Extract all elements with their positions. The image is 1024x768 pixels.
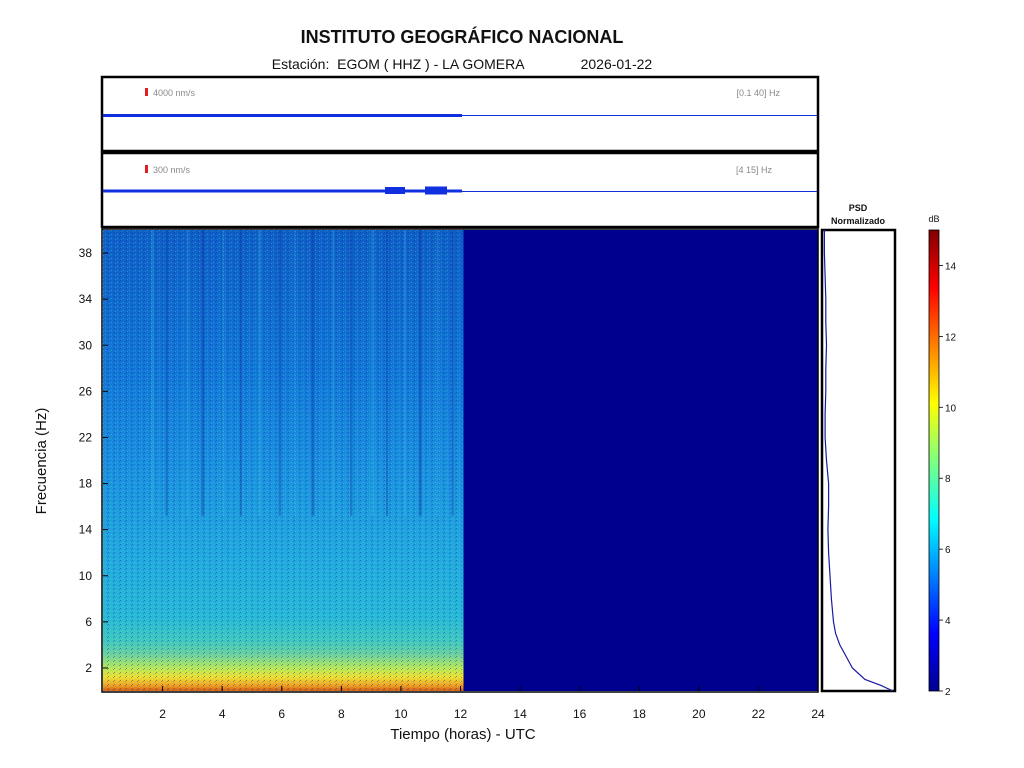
chart-subtitle: Estación: EGOM ( HHZ ) - LA GOMERA 2026-0… xyxy=(0,56,924,72)
x-tick-label: 22 xyxy=(752,707,766,721)
colorbar-tick-label: 12 xyxy=(945,332,957,343)
colorbar-tick-label: 8 xyxy=(945,474,951,485)
spectrogram-texture xyxy=(103,230,462,691)
y-tick-label: 38 xyxy=(79,246,93,260)
x-axis-ticks: 2 4 6 8 10 12 14 16 18 20 22 24 xyxy=(159,686,825,721)
x-tick-label: 14 xyxy=(513,707,527,721)
spectrogram-stripe xyxy=(451,230,454,516)
spectrogram-stripe xyxy=(222,230,225,516)
y-tick-label: 6 xyxy=(85,615,92,629)
y-tick-label: 26 xyxy=(79,384,93,398)
trace-2-scale-marker xyxy=(145,165,148,173)
spectrogram-stripe xyxy=(418,230,422,516)
trace-2-band-label: [4 15] Hz xyxy=(736,165,773,175)
colorbar-unit-label: dB xyxy=(928,214,939,224)
spectrogram-stripe xyxy=(293,230,296,516)
y-tick-label: 2 xyxy=(85,661,92,675)
date-label: 2026-01-22 xyxy=(580,56,653,72)
x-axis-label: Tiempo (horas) - UTC xyxy=(390,726,535,743)
spectrogram-stripe xyxy=(386,230,388,516)
spectrogram-stripe xyxy=(240,230,242,516)
x-tick-label: 24 xyxy=(811,707,825,721)
spectrogram-stripe xyxy=(257,230,261,516)
x-tick-label: 6 xyxy=(278,707,285,721)
spectrogram-stripe xyxy=(278,230,281,516)
spectrogram: 2 4 6 8 10 12 14 16 18 20 22 24 261014182226303438 … xyxy=(33,228,825,743)
spectrogram-stripe xyxy=(371,230,375,516)
trace-2-burst-1 xyxy=(385,187,405,194)
y-tick-label: 22 xyxy=(79,430,93,444)
trace-1-scale-marker xyxy=(145,88,148,96)
psd-frame xyxy=(820,228,897,693)
colorbar-ticks: 2 4 6 8 10 12 14 xyxy=(939,261,957,698)
psd-title-line1: PSD xyxy=(849,203,868,213)
colorbar-tick-label: 14 xyxy=(945,261,957,272)
station-label: Estación: EGOM ( HHZ ) - LA GOMERA xyxy=(271,56,525,72)
x-tick-label: 12 xyxy=(454,707,468,721)
y-axis-label: Frecuencia (Hz) xyxy=(33,408,50,515)
trace-panel-2: 300 nm/s [4 15] Hz xyxy=(100,151,820,229)
spectrogram-stripe xyxy=(186,230,189,516)
psd-title-line2: Normalizado xyxy=(831,216,886,226)
y-tick-label: 14 xyxy=(79,523,93,537)
spectrogram-stripe xyxy=(350,230,353,516)
trace-1-scale-label: 4000 nm/s xyxy=(153,88,196,98)
x-tick-label: 18 xyxy=(633,707,647,721)
spectrogram-stripe xyxy=(332,230,335,516)
spectrogram-frame xyxy=(101,228,819,693)
spectrogram-stripes xyxy=(150,230,454,516)
chart-title: INSTITUTO GEOGRÁFICO NACIONAL xyxy=(300,27,624,47)
spectrogram-stripe xyxy=(311,230,315,516)
y-tick-label: 18 xyxy=(79,477,93,491)
trace-panel-1: 4000 nm/s [0.1 40] Hz xyxy=(100,75,820,153)
trace-1-band-label: [0.1 40] Hz xyxy=(736,88,780,98)
spectrogram-empty-area xyxy=(463,230,818,691)
colorbar-tick-label: 4 xyxy=(945,616,951,627)
trace-2-scale-label: 300 nm/s xyxy=(153,165,191,175)
x-tick-label: 16 xyxy=(573,707,587,721)
y-tick-label: 34 xyxy=(79,292,93,306)
psd-curve xyxy=(823,230,894,692)
colorbar: dB 2 4 6 8 10 12 14 xyxy=(928,214,956,698)
trace-2-burst-2 xyxy=(425,186,447,195)
x-tick-label: 4 xyxy=(219,707,226,721)
spectrogram-stripe xyxy=(150,230,154,516)
colorbar-tick-label: 2 xyxy=(945,687,951,698)
spectrogram-stripe xyxy=(436,230,439,516)
trace-2-waveform xyxy=(103,189,462,193)
trace-1-waveform xyxy=(103,114,462,117)
colorbar-gradient xyxy=(928,229,940,692)
spectrogram-stripe xyxy=(201,230,205,516)
x-tick-label: 2 xyxy=(159,707,166,721)
y-tick-label: 30 xyxy=(79,338,93,352)
x-tick-label: 8 xyxy=(338,707,345,721)
spectrogram-stripe xyxy=(165,230,168,516)
psd-panel: PSD Normalizado xyxy=(820,203,897,693)
colorbar-tick-label: 6 xyxy=(945,545,951,556)
spectrogram-stripe xyxy=(403,230,406,516)
colorbar-tick-label: 10 xyxy=(945,403,957,414)
y-tick-label: 10 xyxy=(79,569,93,583)
x-tick-label: 10 xyxy=(394,707,408,721)
x-tick-label: 20 xyxy=(692,707,706,721)
